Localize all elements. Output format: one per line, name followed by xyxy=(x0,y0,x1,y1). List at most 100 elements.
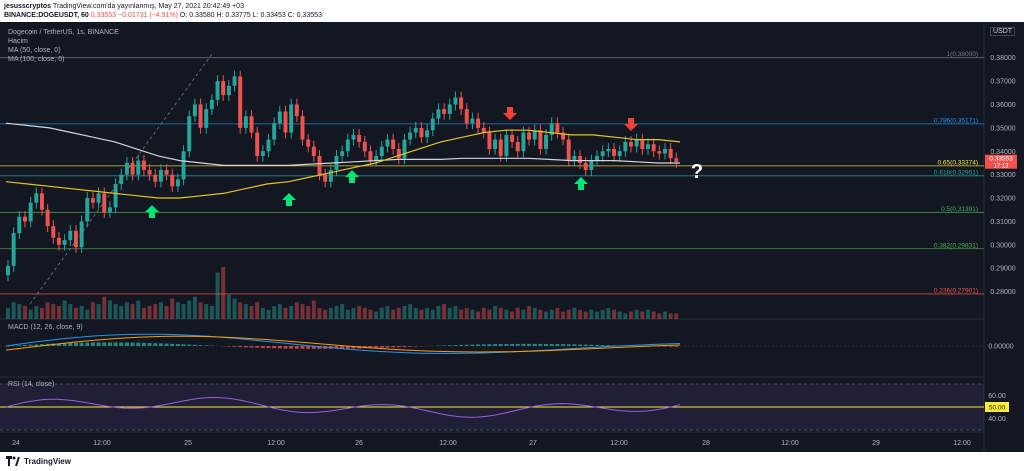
candle-body xyxy=(362,141,367,152)
volume-bar xyxy=(379,307,384,319)
candle-body xyxy=(612,148,616,156)
volume-bar xyxy=(45,302,50,319)
candle-body xyxy=(124,162,129,175)
candle-body xyxy=(221,81,226,96)
candle-body xyxy=(481,127,486,133)
candle-body xyxy=(657,151,662,154)
y-tick-label: 0.36000 xyxy=(990,102,1015,109)
author-name[interactable]: jesusscryptos xyxy=(4,3,52,10)
candle-body xyxy=(277,111,282,124)
macd-histogram-bar xyxy=(153,343,158,346)
volume-bar xyxy=(578,309,583,319)
candle-body xyxy=(198,104,203,128)
volume-bar xyxy=(34,306,39,319)
volume-bar xyxy=(130,304,135,319)
macd-histogram-bar xyxy=(124,342,129,346)
macd-histogram-bar xyxy=(6,346,10,347)
macd-histogram-bar xyxy=(317,346,322,349)
price-label-box xyxy=(985,154,1017,169)
volume-bar xyxy=(555,307,560,319)
volume-bar xyxy=(90,302,95,319)
candle-body xyxy=(430,118,435,131)
volume-bar xyxy=(459,309,464,319)
chart-canvas[interactable]: 0.38000 0.37000 0.36000 0.35000 0.34000 0.330… xyxy=(0,22,1024,452)
macd-histogram-bar xyxy=(136,342,141,346)
volume-bar xyxy=(617,311,622,319)
candle-body xyxy=(136,160,141,175)
candle-body xyxy=(158,169,163,182)
candle-body xyxy=(617,151,622,156)
candle-body xyxy=(62,240,67,245)
volume-bar xyxy=(340,304,345,319)
candle-body xyxy=(555,123,560,133)
volume-bar xyxy=(396,307,401,319)
macd-histogram-bar xyxy=(493,344,498,346)
candle-body xyxy=(39,193,44,210)
volume-bar xyxy=(572,307,577,319)
candle-body xyxy=(73,230,78,248)
candle-body xyxy=(453,97,458,105)
rsi-tick-label: 60.00 xyxy=(988,393,1006,400)
volume-bar xyxy=(238,302,243,319)
candle-body xyxy=(345,139,350,152)
volume-bar xyxy=(158,302,163,319)
volume-bar xyxy=(175,302,180,319)
macd-histogram-bar xyxy=(34,344,39,346)
header-line-2: BINANCE:DOGEUSDT, 60 0.33553 −0.01731 (−… xyxy=(4,11,322,20)
volume-bar xyxy=(515,307,520,319)
macd-histogram-bar xyxy=(147,343,152,346)
candle-body xyxy=(317,155,322,175)
rsi-line xyxy=(5,396,681,418)
y-tick-label: 0.28000 xyxy=(990,289,1015,296)
down-arrow-icon xyxy=(624,118,638,131)
volume-bar xyxy=(68,304,73,319)
candle-body xyxy=(113,184,118,208)
candle-body xyxy=(300,116,305,140)
volume-bar xyxy=(419,309,424,319)
candle-body xyxy=(357,134,362,142)
macd-histogram-bar xyxy=(238,346,243,348)
candle-body xyxy=(464,109,469,124)
candle-body xyxy=(385,139,390,147)
macd-histogram-bar xyxy=(340,346,345,349)
candle-body xyxy=(538,130,543,149)
candle-body xyxy=(170,174,175,187)
legend-macd: MACD (12, 26, close, 9) xyxy=(8,324,83,331)
macd-histogram-bar xyxy=(113,342,118,346)
volume-bar xyxy=(6,307,10,319)
macd-histogram-bar xyxy=(187,344,192,346)
volume-bar xyxy=(39,307,44,319)
macd-histogram-bar xyxy=(334,346,339,349)
volume-bar xyxy=(28,309,33,319)
candle-body xyxy=(266,139,271,152)
macd-histogram-bar xyxy=(175,344,180,346)
candle-body xyxy=(589,160,594,170)
volume-bar xyxy=(11,302,16,319)
macd-histogram-bar xyxy=(391,346,396,348)
volume-bar xyxy=(646,309,650,319)
candle-body xyxy=(323,174,328,182)
volume-bar xyxy=(294,302,299,319)
volume-bar xyxy=(102,296,107,319)
x-tick-label: 25 xyxy=(184,440,192,447)
volume-bar xyxy=(640,311,645,319)
volume-bar xyxy=(481,307,486,319)
x-tick-label: 12:00 xyxy=(781,440,799,447)
rsi-tick-label: 50.00 xyxy=(989,405,1006,412)
macd-histogram-bar xyxy=(102,342,107,346)
volume-bar xyxy=(136,300,141,319)
candle-body xyxy=(215,81,220,100)
volume-bar xyxy=(362,307,367,319)
volume-bar xyxy=(436,306,441,319)
macd-histogram-bar xyxy=(674,346,679,347)
candle-body xyxy=(391,139,396,149)
candle-body xyxy=(504,134,509,156)
ohlc-values: O: 0.33580 H: 0.33775 L: 0.33453 C: 0.33… xyxy=(179,12,322,19)
macd-histogram-bar xyxy=(408,346,413,347)
currency-label[interactable]: USDT xyxy=(990,27,1016,36)
macd-line xyxy=(5,333,681,354)
volume-bar xyxy=(470,309,475,319)
price-label-time: 17:13 xyxy=(993,164,1009,170)
header-line-1: jesusscryptos TradingView.com'da yayınla… xyxy=(4,2,244,11)
macd-histogram-bar xyxy=(668,346,673,347)
